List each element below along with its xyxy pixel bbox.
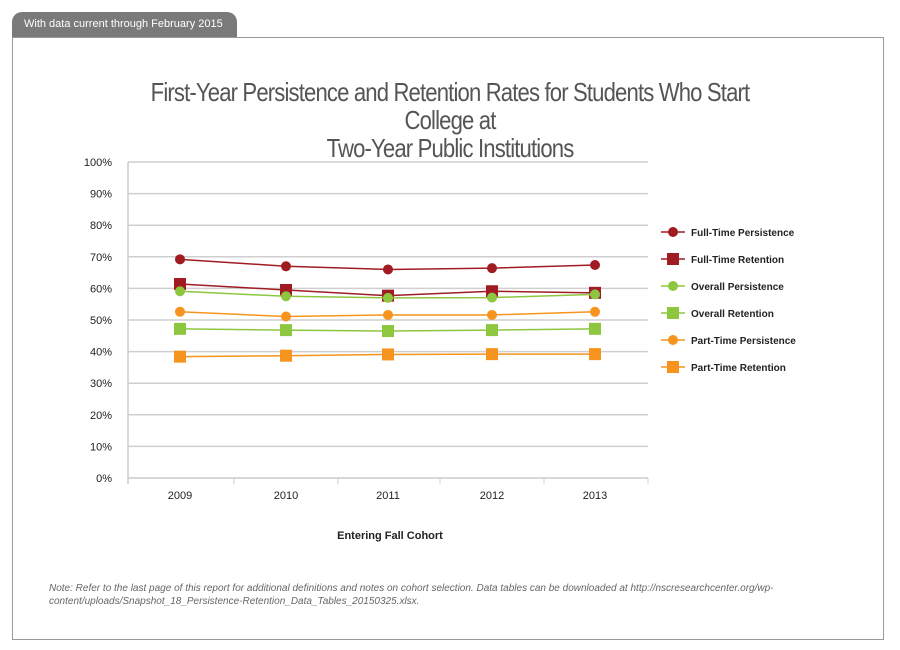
legend-marker-part-time-persistence (668, 335, 678, 345)
x-tick-label: 2010 (274, 490, 298, 502)
legend-label-overall-retention: Overall Retention (691, 309, 774, 320)
data-point-part-time-retention (589, 348, 601, 361)
data-point-full-time-retention (174, 277, 186, 290)
data-point-overall-retention (589, 322, 601, 335)
y-tick-label: 100% (84, 157, 112, 169)
data-point-overall-retention (174, 322, 186, 335)
y-tick-label: 50% (90, 315, 112, 327)
data-point-overall-persistence (383, 292, 393, 303)
data-point-part-time-retention (174, 350, 186, 363)
data-point-overall-persistence (487, 292, 497, 303)
data-point-part-time-persistence (487, 309, 497, 320)
data-point-part-time-retention (280, 349, 292, 362)
y-tick-label: 70% (90, 252, 112, 264)
y-tick-label: 0% (96, 473, 112, 485)
legend-label-full-time-retention: Full-Time Retention (691, 255, 784, 266)
data-point-full-time-persistence (590, 260, 600, 271)
chart-title: First-Year Persistence and Retention Rat… (119, 78, 782, 162)
x-tick-label: 2012 (480, 490, 504, 502)
data-point-overall-persistence (175, 286, 185, 297)
title-line-1: First-Year Persistence and Retention Rat… (150, 77, 751, 135)
y-tick-label: 30% (90, 378, 112, 390)
legend-marker-overall-retention (667, 307, 679, 319)
y-tick-label: 60% (90, 283, 112, 295)
data-point-overall-retention (280, 324, 292, 337)
data-point-part-time-retention (382, 348, 394, 361)
data-point-overall-persistence (590, 289, 600, 300)
y-tick-label: 20% (90, 410, 112, 422)
y-tick-label: 10% (90, 441, 112, 453)
title-line-2: Two-Year Public Institutions (326, 133, 575, 163)
legend-marker-full-time-persistence (668, 227, 678, 237)
legend-marker-full-time-retention (667, 253, 679, 265)
data-point-overall-retention (486, 324, 498, 337)
y-tick-label: 90% (90, 189, 112, 201)
footnote: Note: Refer to the last page of this rep… (49, 583, 774, 607)
data-point-part-time-persistence (383, 309, 393, 320)
data-point-overall-retention (382, 325, 394, 338)
data-point-part-time-persistence (175, 306, 185, 317)
x-tick-label: 2013 (583, 490, 607, 502)
x-tick-label: 2011 (376, 490, 400, 502)
data-point-full-time-persistence (383, 264, 393, 275)
y-tick-label: 80% (90, 220, 112, 232)
data-point-part-time-persistence (590, 306, 600, 317)
data-point-full-time-persistence (175, 254, 185, 265)
data-point-overall-persistence (281, 291, 291, 302)
legend-label-overall-persistence: Overall Persistence (691, 282, 784, 293)
data-point-full-time-persistence (487, 263, 497, 274)
data-point-full-time-persistence (281, 261, 291, 272)
legend-marker-part-time-retention (667, 361, 679, 373)
legend-label-part-time-retention: Part-Time Retention (691, 363, 786, 374)
legend-label-part-time-persistence: Part-Time Persistence (691, 336, 796, 347)
chart-frame (12, 37, 884, 640)
x-axis-label: Entering Fall Cohort (337, 530, 443, 542)
legend-marker-overall-persistence (668, 281, 678, 291)
legend-label-full-time-persistence: Full-Time Persistence (691, 228, 795, 239)
data-currency-tab: With data current through February 2015 (12, 12, 237, 37)
data-point-part-time-retention (486, 348, 498, 361)
y-tick-label: 40% (90, 347, 112, 359)
data-point-part-time-persistence (281, 311, 291, 322)
x-tick-label: 2009 (168, 490, 192, 502)
